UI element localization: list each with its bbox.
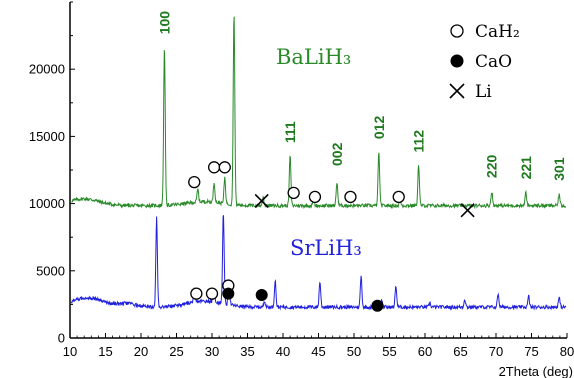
open-circle-marker	[344, 190, 357, 204]
cross-marker	[254, 193, 269, 208]
series-label: SrLiH₃	[290, 236, 362, 260]
x-tick-label: 65	[453, 344, 467, 359]
open-circle-marker	[308, 190, 322, 204]
peak-label: 012	[371, 116, 387, 140]
y-tick-label: 0	[58, 331, 65, 346]
x-tick-label: 30	[205, 344, 219, 359]
open-circle-marker	[450, 24, 464, 38]
peak-label: 002	[329, 142, 345, 166]
x-tick-label: 20	[134, 344, 148, 359]
legend-entry: CaH₂	[450, 22, 520, 42]
peak-label: 301	[551, 157, 567, 181]
peak-label: 112	[411, 130, 427, 153]
legend-label: Li	[475, 82, 492, 102]
legend-label: CaH₂	[475, 22, 520, 42]
x-tick-label: 25	[169, 344, 183, 359]
cross-stroke	[449, 83, 465, 99]
peak-label: 220	[484, 154, 500, 178]
open-circle-marker	[190, 287, 203, 300]
open-circle-marker	[392, 190, 405, 204]
series-line	[71, 16, 567, 210]
open-circle-marker	[188, 175, 201, 189]
open-circle-marker	[205, 287, 219, 300]
filled-circle-marker	[371, 299, 384, 312]
peak-labels: 100 110 111 002 012 112 220 221 301	[156, 0, 567, 181]
x-tick-label: 70	[489, 344, 503, 359]
x-tick-label: 55	[382, 344, 396, 359]
cross-marker	[460, 203, 475, 218]
series-group	[70, 16, 567, 311]
peak-label: 111	[282, 121, 298, 143]
x-tick-label: 15	[98, 344, 112, 359]
peak-label: 110	[226, 0, 242, 1]
legend-entry: CaO	[450, 52, 512, 72]
x-tick-label: 60	[418, 344, 432, 359]
open-circle-marker	[287, 186, 300, 199]
open-circle-marker	[207, 161, 221, 174]
x-tick-label: 45	[311, 344, 325, 359]
filled-circle-marker	[222, 287, 235, 300]
series-label: BaLiH₃	[276, 45, 351, 69]
x-tick-label: 40	[276, 344, 290, 359]
cross-marker	[449, 83, 465, 99]
y-tick-label: 20000	[29, 62, 65, 77]
legend-entry: Li	[449, 82, 492, 102]
cross-stroke	[460, 203, 475, 218]
x-tick-label: 75	[524, 344, 538, 359]
cross-stroke	[254, 193, 269, 208]
axes: 0 5000 10000 15000 20000 10 15 20 25 30 35 40 45 50 55…	[29, 1, 574, 378]
x-axis-title: 2Theta (deg)	[499, 364, 573, 378]
series-line	[70, 215, 567, 311]
filled-circle-marker	[255, 288, 268, 301]
open-circle-marker	[218, 161, 231, 174]
series-labels: BaLiH₃ SrLiH₃	[276, 45, 362, 260]
peak-label: 221	[518, 156, 534, 180]
legend: CaH₂ CaO Li	[449, 22, 520, 102]
filled-circle-marker	[450, 54, 464, 68]
phase-markers	[188, 161, 475, 312]
y-tick-label: 5000	[36, 263, 65, 278]
x-tick-label: 35	[240, 344, 254, 359]
peak-label: 100	[156, 11, 172, 35]
x-tick-label: 10	[63, 344, 77, 359]
legend-label: CaO	[475, 52, 512, 72]
x-tick-label: 80	[560, 344, 574, 359]
y-tick-label: 10000	[29, 196, 65, 211]
y-tick-label: 15000	[29, 129, 65, 144]
x-tick-label: 50	[347, 344, 361, 359]
